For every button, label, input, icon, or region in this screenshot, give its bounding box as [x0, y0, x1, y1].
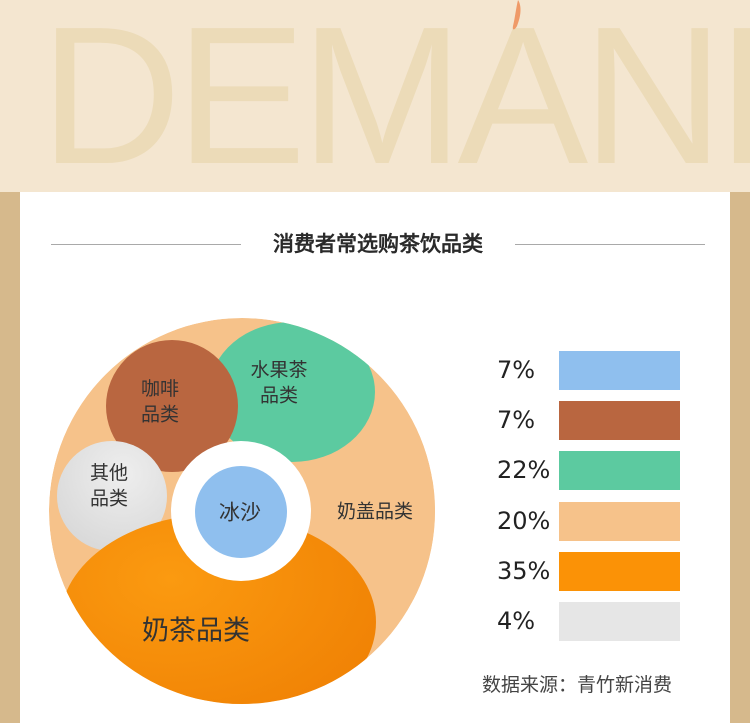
title-divider-left — [51, 244, 241, 245]
slice-fruit-tea — [209, 322, 375, 462]
slice-label-5: 其他品类 — [90, 462, 128, 510]
legend-value-3: 20% — [497, 506, 551, 535]
title-divider-right — [515, 244, 705, 245]
legend-swatch-2 — [559, 451, 680, 491]
source-note: 数据来源：青竹新消费 — [482, 674, 673, 696]
slice-label-1: 咖啡品类 — [141, 378, 179, 426]
slice-label-3: 奶盖品类 — [337, 501, 413, 523]
legend-value-5: 4% — [497, 607, 536, 635]
banner-watermark: DEMAND — [40, 0, 750, 192]
left-border — [0, 192, 20, 723]
legend-value-4: 35% — [497, 556, 551, 585]
slice-ice — [195, 466, 287, 558]
slice-coffee — [106, 340, 238, 472]
legend-value-0: 7% — [497, 356, 536, 384]
legend-value-1: 7% — [497, 406, 536, 435]
legend-value-2: 22% — [497, 456, 551, 485]
slice-other — [57, 441, 167, 551]
legend-swatch-1 — [559, 401, 680, 441]
slice-label-2: 水果茶品类 — [250, 359, 307, 407]
header-banner: DEMAND — [0, 0, 750, 192]
chart-title: 消费者常选购茶饮品类 — [273, 232, 483, 256]
legend-swatch-3 — [559, 501, 680, 541]
legend-swatch-4 — [559, 551, 680, 591]
brush-stroke-icon — [512, 0, 521, 30]
legend-swatch-5 — [559, 602, 680, 641]
legend-swatch-0 — [559, 351, 680, 390]
right-border — [730, 192, 750, 723]
slice-label-4: 奶茶品类 — [142, 615, 250, 646]
slice-label-0: 冰沙 — [219, 500, 261, 524]
